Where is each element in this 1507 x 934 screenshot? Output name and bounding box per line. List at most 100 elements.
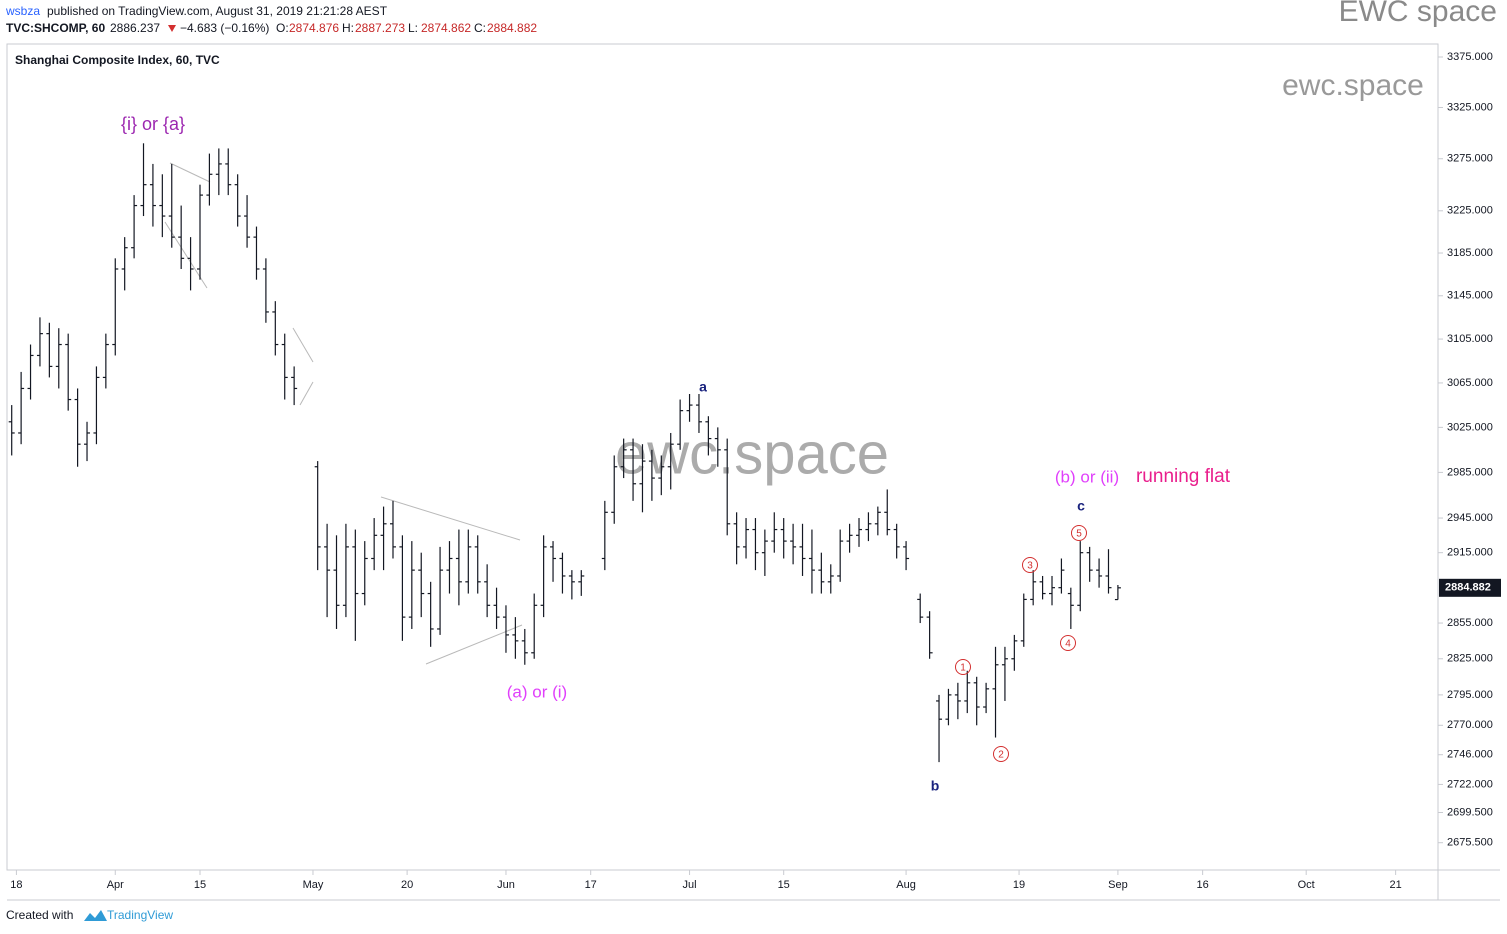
ohlc-bar — [418, 552, 425, 618]
ohlc-bar — [253, 226, 260, 280]
ohlc-bar — [893, 523, 900, 559]
ohlc-bar — [936, 694, 943, 763]
ohlc-bar — [620, 438, 627, 479]
x-tick-label: Apr — [107, 879, 124, 891]
ohlc-bar — [112, 258, 119, 356]
ohlc-bar — [1001, 646, 1008, 701]
ohlc-bar — [559, 552, 566, 594]
wave-number: 3 — [1027, 561, 1033, 572]
ohlc-bar — [234, 174, 241, 227]
ohlc-bar — [917, 593, 924, 624]
ohlc-bar — [352, 529, 359, 641]
x-tick-label: Oct — [1298, 879, 1315, 891]
ohlc-bar — [874, 506, 881, 536]
y-tick-label: 2699.500 — [1447, 806, 1493, 818]
x-tick-label: 21 — [1390, 879, 1402, 891]
y-tick-label: 3375.000 — [1447, 51, 1493, 63]
ohlc-bar — [484, 564, 491, 618]
ohlc-bar — [658, 455, 665, 496]
wave-number: 4 — [1065, 639, 1071, 650]
y-tick-label: 2915.000 — [1447, 547, 1493, 559]
ohlc-bar — [926, 611, 933, 659]
ohlc-bar — [630, 438, 637, 501]
x-tick-label: Sep — [1108, 879, 1128, 891]
wave-label: running flat — [1136, 466, 1231, 487]
wave-circle — [1071, 525, 1087, 541]
y-tick-label: 3185.000 — [1447, 247, 1493, 259]
ohlc-key: C: — [474, 21, 486, 35]
brand-link[interactable]: TradingView — [107, 908, 173, 922]
ohlc-bar — [74, 388, 81, 467]
wave-circle — [955, 659, 971, 675]
ohlc-bar — [314, 461, 321, 571]
ohlc-bar — [102, 333, 109, 389]
ohlc-key: L: — [408, 21, 418, 35]
ohlc-bar — [752, 518, 759, 571]
ohlc-bar — [827, 564, 834, 594]
x-tick-label: Aug — [896, 879, 916, 891]
created-with: Created with — [6, 908, 73, 922]
ohlc-value: 2884.882 — [487, 21, 537, 35]
ohlc-bar — [964, 670, 971, 714]
ohlc-bar — [761, 529, 768, 576]
ohlc-bar — [333, 535, 340, 629]
ohlc-bar — [342, 523, 349, 618]
ohlc-bar — [178, 205, 185, 269]
ohlc-bar — [408, 541, 415, 629]
y-tick-label: 2746.000 — [1447, 749, 1493, 761]
ohlc-bar — [983, 682, 990, 714]
ohlc-bar — [149, 163, 156, 227]
ohlc-key: O: — [276, 21, 289, 35]
trend-line — [380, 496, 521, 541]
ohlc-bar — [196, 184, 203, 280]
ohlc-bar — [225, 148, 232, 196]
ohlc-bar — [272, 301, 279, 356]
wave-circle — [1022, 557, 1038, 573]
ohlc-bar — [324, 523, 331, 618]
wave-number: 5 — [1076, 529, 1082, 540]
y-tick-label: 3065.000 — [1447, 377, 1493, 389]
x-tick-label: May — [303, 879, 324, 891]
ohlc-bar — [427, 581, 434, 647]
ohlc-bar — [291, 366, 298, 406]
author[interactable]: wsbza — [5, 4, 40, 18]
ohlc-bar — [215, 148, 222, 196]
wave-label: {i} or {a} — [121, 114, 185, 134]
x-tick-label: Jul — [683, 879, 697, 891]
ohlc-bar — [55, 328, 62, 389]
ohlc-bar — [601, 500, 608, 571]
ohlc-bar — [945, 688, 952, 726]
brand-corner: EWC space — [1339, 0, 1497, 28]
symbol: TVC:SHCOMP, 60 — [6, 21, 105, 35]
ohlc-bar — [686, 393, 693, 422]
x-tick-label: 19 — [1013, 879, 1025, 891]
ohlc-bar — [648, 449, 655, 501]
ohlc-bar — [8, 405, 15, 456]
down-arrow — [168, 25, 176, 32]
published: published on TradingView.com, August 31,… — [47, 4, 388, 18]
ohlc-bar — [771, 512, 778, 553]
ohlc-bar — [140, 143, 147, 217]
ohlc-bar — [455, 529, 462, 606]
y-tick-label: 2722.000 — [1447, 778, 1493, 790]
ohlc-bar — [512, 617, 519, 659]
ohlc-bar — [1086, 546, 1093, 582]
ohlc-bar — [1067, 587, 1074, 629]
ohlc-bar — [837, 529, 844, 582]
ohlc-bar — [399, 535, 406, 641]
y-tick-label: 2945.000 — [1447, 512, 1493, 524]
ohlc-bar — [159, 174, 166, 238]
y-tick-label: 2795.000 — [1447, 689, 1493, 701]
ohlc-bar — [714, 427, 721, 467]
y-tick-label: 3105.000 — [1447, 333, 1493, 345]
ohlc-bar — [27, 344, 34, 400]
change: −4.683 (−0.16%) — [180, 21, 269, 35]
ohlc-bar — [1039, 575, 1046, 600]
chart-title: Shanghai Composite Index, 60, TVC — [15, 53, 220, 67]
y-tick-label: 3275.000 — [1447, 153, 1493, 165]
ohlc-bar — [790, 523, 797, 565]
ohlc-bar — [856, 518, 863, 547]
ohlc-bar — [446, 541, 453, 594]
